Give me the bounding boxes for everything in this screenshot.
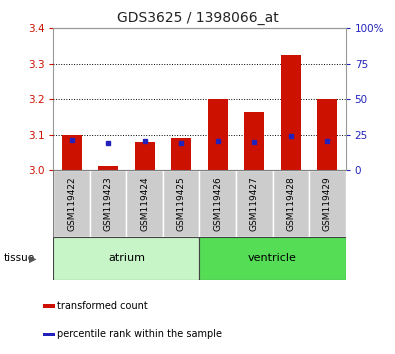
Bar <box>171 138 191 170</box>
Text: GDS3625 / 1398066_at: GDS3625 / 1398066_at <box>117 11 278 25</box>
Text: ▶: ▶ <box>29 253 36 263</box>
Text: atrium: atrium <box>108 253 145 263</box>
Text: GSM119426: GSM119426 <box>213 176 222 231</box>
Bar <box>199 237 346 280</box>
Bar <box>53 237 199 280</box>
Bar <box>273 170 309 237</box>
Text: GSM119429: GSM119429 <box>323 176 332 231</box>
Bar <box>199 170 236 237</box>
Bar <box>43 333 55 336</box>
Bar <box>126 170 163 237</box>
Text: transformed count: transformed count <box>57 301 148 311</box>
Text: GSM119422: GSM119422 <box>67 176 76 231</box>
Bar <box>53 170 90 237</box>
Bar <box>98 166 118 170</box>
Text: GSM119423: GSM119423 <box>103 176 113 231</box>
Bar <box>236 170 273 237</box>
Text: ventricle: ventricle <box>248 253 297 263</box>
Bar <box>317 99 337 170</box>
Text: GSM119424: GSM119424 <box>140 176 149 231</box>
Bar <box>244 112 264 170</box>
Bar <box>208 99 228 170</box>
Text: GSM119427: GSM119427 <box>250 176 259 231</box>
Bar <box>90 170 126 237</box>
Bar <box>135 142 155 170</box>
Text: GSM119425: GSM119425 <box>177 176 186 231</box>
Bar <box>163 170 199 237</box>
Text: percentile rank within the sample: percentile rank within the sample <box>57 330 222 339</box>
Bar <box>309 170 346 237</box>
Text: GSM119428: GSM119428 <box>286 176 295 231</box>
Bar <box>281 55 301 170</box>
Bar <box>43 304 55 308</box>
Bar <box>62 135 82 170</box>
Text: tissue: tissue <box>4 253 35 263</box>
